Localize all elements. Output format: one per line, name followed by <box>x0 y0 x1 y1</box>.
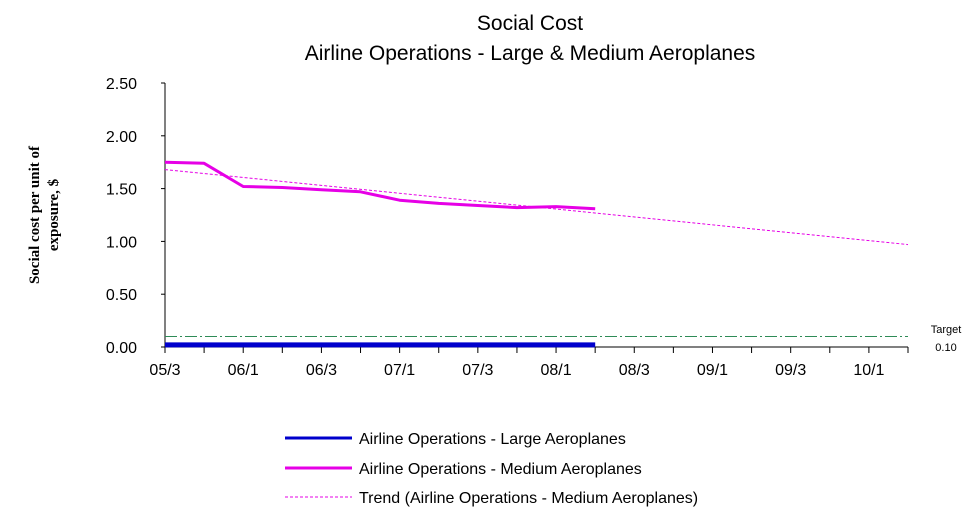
x-ticks: 05/3 06/1 06/3 07/1 07/3 08/1 08/3 09/1 09/3 10/1 <box>149 347 909 379</box>
x-tick-label: 05/3 <box>149 362 180 379</box>
target-value-label: 0.10 <box>935 342 956 354</box>
y-tick-label: 2.50 <box>106 76 137 93</box>
legend-label-large: Airline Operations - Large Aeroplanes <box>359 431 626 448</box>
svg-text:Social cost per unit of: Social cost per unit of <box>27 145 43 284</box>
legend-label-trend: Trend (Airline Operations - Medium Aerop… <box>359 490 698 507</box>
x-tick-label: 09/3 <box>775 362 806 379</box>
chart-title: Social Cost <box>477 12 583 35</box>
svg-text:exposure, $: exposure, $ <box>46 178 62 251</box>
x-tick-label: 06/1 <box>228 362 259 379</box>
y-tick-label: 0.00 <box>106 340 137 357</box>
y-tick-label: 1.00 <box>106 234 137 251</box>
legend: Airline Operations - Large Aeroplanes Ai… <box>285 431 698 507</box>
y-tick-label: 1.50 <box>106 182 137 199</box>
legend-label-medium: Airline Operations - Medium Aeroplanes <box>359 461 642 478</box>
target-label: Target <box>931 324 962 336</box>
trend-line <box>164 169 909 246</box>
y-axis-label: Social cost per unit of exposure, $ <box>27 145 62 284</box>
x-tick-label: 06/3 <box>306 362 337 379</box>
x-tick-label: 09/1 <box>697 362 728 379</box>
y-ticks: 2.50 2.00 1.50 1.00 0.50 0.00 <box>106 76 165 357</box>
x-tick-label: 07/1 <box>384 362 415 379</box>
x-tick-label: 10/1 <box>853 362 884 379</box>
x-tick-label: 07/3 <box>462 362 493 379</box>
y-tick-label: 2.00 <box>106 129 137 146</box>
y-tick-label: 0.50 <box>106 287 137 304</box>
x-tick-label: 08/3 <box>619 362 650 379</box>
chart-subtitle: Airline Operations - Large & Medium Aero… <box>305 42 756 65</box>
x-tick-label: 08/1 <box>540 362 571 379</box>
medium-aeroplanes-line <box>164 160 596 211</box>
